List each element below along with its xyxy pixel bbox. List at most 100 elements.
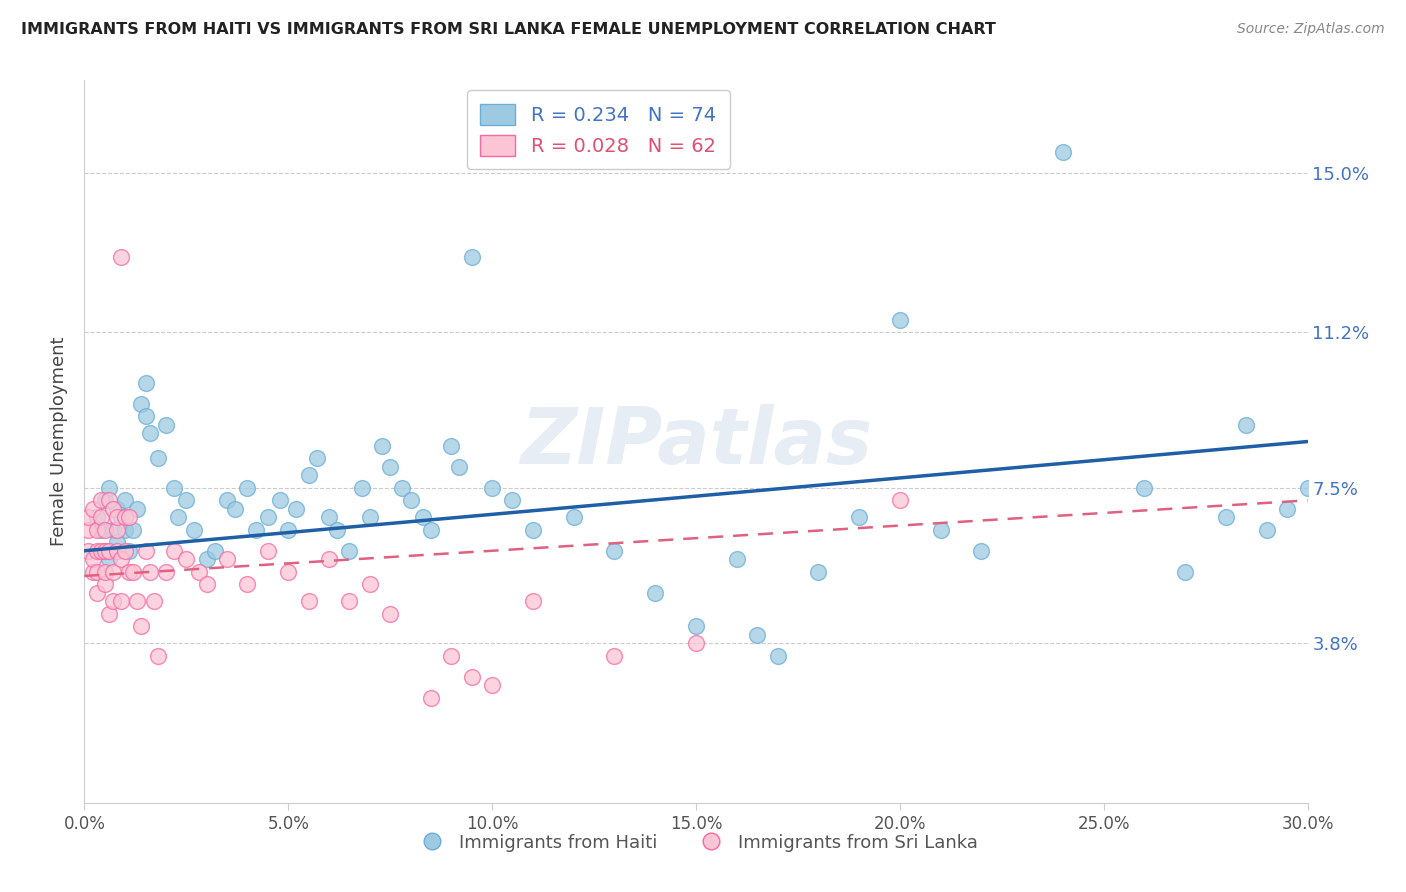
Point — [440, 439, 463, 453]
Point — [217, 493, 239, 508]
Point — [420, 690, 443, 705]
Text: IMMIGRANTS FROM HAITI VS IMMIGRANTS FROM SRI LANKA FEMALE UNEMPLOYMENT CORRELATI: IMMIGRANTS FROM HAITI VS IMMIGRANTS FROM… — [21, 22, 995, 37]
Point — [118, 565, 141, 579]
Point — [391, 481, 413, 495]
Point — [359, 510, 381, 524]
Point — [236, 481, 259, 495]
Point — [86, 543, 108, 558]
Point — [142, 594, 165, 608]
Point — [101, 594, 124, 608]
Point — [114, 493, 136, 508]
Text: Source: ZipAtlas.com: Source: ZipAtlas.com — [1237, 22, 1385, 37]
Point — [146, 451, 169, 466]
Point — [127, 594, 149, 608]
Point — [245, 523, 267, 537]
Point — [481, 678, 503, 692]
Point — [93, 493, 115, 508]
Point — [807, 565, 830, 579]
Point — [86, 565, 108, 579]
Text: ZIPatlas: ZIPatlas — [520, 403, 872, 480]
Point — [481, 481, 503, 495]
Point — [1052, 145, 1074, 159]
Point — [449, 459, 471, 474]
Point — [412, 510, 434, 524]
Point — [101, 501, 124, 516]
Point — [326, 523, 349, 537]
Point — [138, 565, 160, 579]
Point — [603, 543, 626, 558]
Point — [97, 543, 120, 558]
Point — [350, 481, 373, 495]
Point — [420, 523, 443, 537]
Point — [339, 594, 361, 608]
Point — [1296, 481, 1319, 495]
Point — [155, 417, 177, 432]
Point — [110, 594, 132, 608]
Point — [114, 523, 136, 537]
Point — [1256, 523, 1278, 537]
Point — [93, 577, 115, 591]
Point — [502, 493, 524, 508]
Point — [155, 565, 177, 579]
Point — [371, 439, 394, 453]
Point — [339, 543, 361, 558]
Point — [110, 510, 132, 524]
Point — [522, 594, 544, 608]
Point — [122, 523, 145, 537]
Point — [105, 523, 128, 537]
Point — [114, 510, 136, 524]
Point — [118, 543, 141, 558]
Point — [114, 543, 136, 558]
Point — [146, 648, 169, 663]
Point — [93, 543, 115, 558]
Point — [183, 523, 205, 537]
Point — [105, 501, 128, 516]
Point — [163, 481, 186, 495]
Point — [82, 565, 104, 579]
Point — [86, 510, 108, 524]
Point — [298, 468, 321, 483]
Point — [1215, 510, 1237, 524]
Point — [77, 510, 100, 524]
Point — [163, 543, 186, 558]
Point — [195, 577, 218, 591]
Point — [93, 565, 115, 579]
Point — [1277, 501, 1299, 516]
Point — [90, 510, 112, 524]
Point — [93, 543, 115, 558]
Point — [105, 535, 128, 549]
Point — [127, 501, 149, 516]
Point — [174, 552, 197, 566]
Point — [86, 586, 108, 600]
Point — [603, 648, 626, 663]
Point — [82, 552, 104, 566]
Point — [1236, 417, 1258, 432]
Point — [685, 619, 707, 633]
Point — [269, 493, 291, 508]
Point — [747, 628, 769, 642]
Legend: Immigrants from Haiti, Immigrants from Sri Lanka: Immigrants from Haiti, Immigrants from S… — [406, 826, 986, 859]
Point — [105, 543, 128, 558]
Point — [257, 543, 280, 558]
Point — [187, 565, 209, 579]
Point — [685, 636, 707, 650]
Point — [257, 510, 280, 524]
Point — [204, 543, 226, 558]
Point — [644, 586, 666, 600]
Point — [889, 312, 911, 326]
Point — [110, 552, 132, 566]
Point — [522, 523, 544, 537]
Point — [77, 543, 100, 558]
Point — [82, 501, 104, 516]
Point — [77, 523, 100, 537]
Point — [380, 459, 402, 474]
Point — [90, 493, 112, 508]
Point — [135, 409, 157, 424]
Point — [195, 552, 218, 566]
Point — [461, 670, 484, 684]
Point — [318, 510, 340, 524]
Point — [889, 493, 911, 508]
Point — [766, 648, 789, 663]
Point — [725, 552, 748, 566]
Y-axis label: Female Unemployment: Female Unemployment — [49, 337, 67, 546]
